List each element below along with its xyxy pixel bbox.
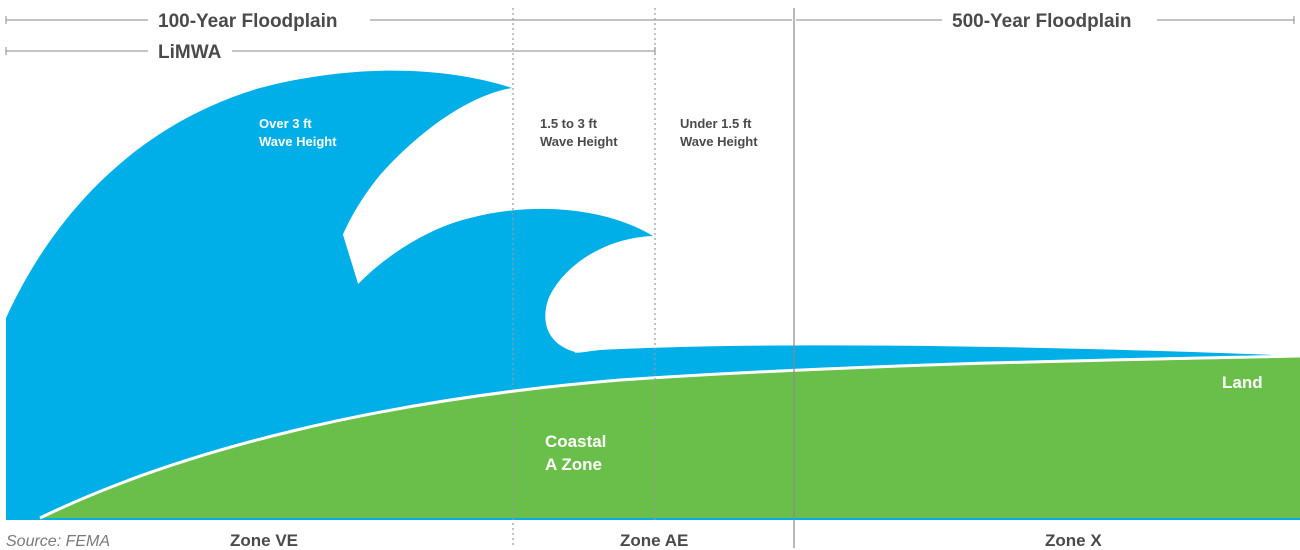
over-3ft-line2: Wave Height <box>259 134 337 149</box>
zone-ve-label: Zone VE <box>230 531 298 550</box>
floodplain-500-span <box>796 16 1295 24</box>
under-line2: Wave Height <box>680 134 758 149</box>
over-3ft-line1: Over 3 ft <box>259 116 312 131</box>
limwa-label: LiMWA <box>158 42 222 63</box>
floodplain-100-label: 100-Year Floodplain <box>158 11 338 32</box>
coastal-a-line2: A Zone <box>545 455 602 474</box>
coastal-a-line1: Coastal <box>545 432 606 451</box>
between-line2: Wave Height <box>540 134 618 149</box>
between-line1: 1.5 to 3 ft <box>540 116 598 131</box>
zone-x-label: Zone X <box>1045 531 1102 550</box>
land-area <box>40 356 1300 518</box>
land-label: Land <box>1222 373 1263 392</box>
limwa-span <box>5 47 656 55</box>
floodplain-500-label: 500-Year Floodplain <box>952 11 1132 32</box>
under-line1: Under 1.5 ft <box>680 116 752 131</box>
source-label: Source: FEMA <box>6 533 110 550</box>
floodplain-100-span <box>5 16 792 24</box>
zone-ae-label: Zone AE <box>620 531 688 550</box>
land-edge <box>39 354 1300 520</box>
